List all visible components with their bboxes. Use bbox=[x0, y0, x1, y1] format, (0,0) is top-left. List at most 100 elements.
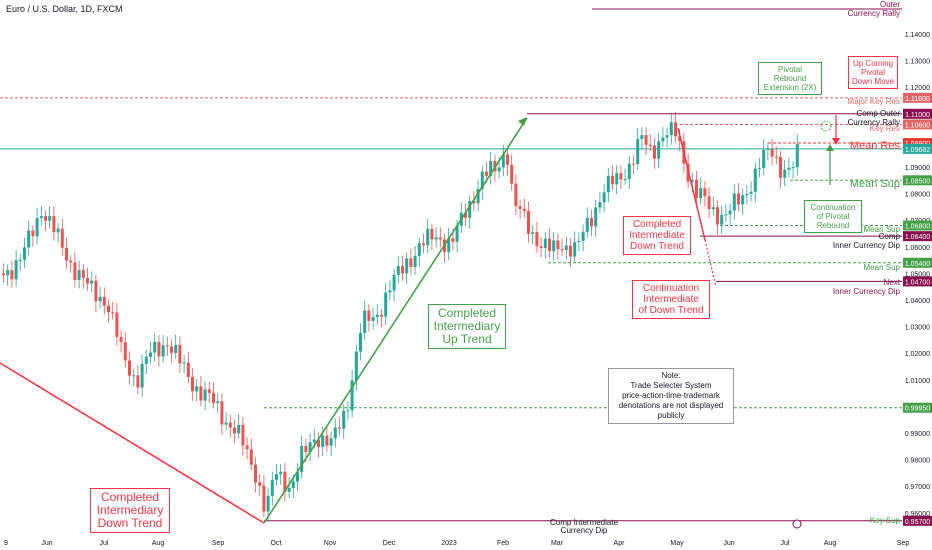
candle-body bbox=[107, 305, 110, 313]
candle-body bbox=[149, 352, 152, 357]
callout-up-coming: Up Coming Pivotal Down Move bbox=[848, 56, 898, 89]
x-tick-label: Apr bbox=[614, 540, 626, 547]
candle-body bbox=[468, 201, 472, 218]
x-tick-label: Jul bbox=[100, 540, 109, 547]
candle-body bbox=[39, 216, 43, 219]
marker-circle bbox=[792, 519, 802, 529]
candle-body bbox=[69, 260, 73, 263]
x-tick-label: Aug bbox=[824, 540, 837, 547]
candle-body bbox=[657, 141, 661, 159]
candle-body bbox=[359, 332, 362, 352]
candle-body bbox=[266, 495, 270, 512]
x-tick-label: Nov bbox=[324, 540, 337, 547]
candle-body bbox=[774, 156, 778, 158]
candle-body bbox=[304, 446, 308, 452]
candle-body bbox=[632, 163, 635, 165]
y-tick-label: 1.02000 bbox=[905, 351, 930, 358]
candle-body bbox=[186, 362, 190, 377]
candle-body bbox=[745, 193, 749, 196]
candle-body bbox=[497, 167, 501, 172]
candle-body bbox=[699, 188, 703, 199]
candle-body bbox=[762, 149, 766, 168]
candle-body bbox=[678, 136, 682, 142]
x-tick-label: Aug bbox=[152, 540, 165, 547]
candle-body bbox=[73, 262, 77, 280]
candle-body bbox=[14, 260, 18, 280]
y-tick-label: 0.99000 bbox=[905, 431, 930, 438]
price-badge-label: 1.04700 bbox=[905, 279, 930, 286]
candle-body bbox=[245, 445, 249, 450]
candle-body bbox=[329, 438, 333, 446]
label-mean-sup-2: Mean Sup bbox=[863, 225, 900, 234]
candle-body bbox=[258, 482, 262, 486]
candle-body bbox=[552, 240, 556, 252]
price-badge bbox=[903, 119, 932, 130]
price-badge bbox=[903, 92, 932, 103]
candle-body bbox=[741, 195, 745, 205]
label-comp-outer-line2: Currency Rally bbox=[847, 118, 900, 127]
candle-body bbox=[732, 193, 736, 211]
candle-body bbox=[426, 228, 430, 246]
candle-body bbox=[384, 292, 388, 317]
candle-body bbox=[111, 312, 115, 314]
y-tick-label: 1.12000 bbox=[905, 85, 930, 92]
candle-body bbox=[590, 218, 593, 227]
candle-body bbox=[531, 232, 535, 234]
label-major-key-res: Major Key Res bbox=[847, 97, 900, 106]
candle-body bbox=[795, 144, 799, 168]
candle-body bbox=[447, 238, 451, 253]
price-badge bbox=[903, 108, 932, 119]
candle-body bbox=[81, 270, 85, 279]
candle-body bbox=[438, 237, 442, 240]
candle-body bbox=[363, 310, 367, 333]
price-badge-label: 0.99950 bbox=[905, 406, 930, 413]
candle-body bbox=[350, 380, 354, 411]
candle-body bbox=[312, 439, 316, 443]
candle-body bbox=[90, 280, 94, 284]
x-tick-label: 2023 bbox=[441, 540, 457, 547]
candle-body bbox=[560, 249, 564, 251]
price-badge bbox=[903, 220, 932, 231]
y-tick-label: 0.98000 bbox=[905, 458, 930, 465]
price-badge-label: 1.11600 bbox=[905, 96, 930, 103]
candle-body bbox=[31, 230, 35, 237]
candle-body bbox=[333, 427, 337, 439]
price-badge-label: 1.05400 bbox=[905, 261, 930, 268]
candle-body bbox=[233, 427, 236, 434]
candle-body bbox=[573, 242, 577, 257]
x-tick-label: 9 bbox=[4, 540, 8, 547]
candle-body bbox=[203, 389, 207, 401]
label-mean-res: Mean Res bbox=[849, 140, 900, 152]
candle-body bbox=[661, 137, 665, 142]
candle-body bbox=[716, 207, 719, 225]
pivot-circle bbox=[820, 120, 832, 132]
candle-body bbox=[480, 171, 484, 190]
price-badge bbox=[903, 402, 932, 413]
candle-body bbox=[178, 344, 182, 364]
candle-body bbox=[388, 290, 392, 293]
x-tick-label: Dec bbox=[383, 540, 396, 547]
candle-body bbox=[102, 296, 106, 306]
price-badge-label: 1.08500 bbox=[905, 178, 930, 185]
candle-body bbox=[128, 360, 131, 376]
callout-completed-up-text: Completed Intermediary Up Trend bbox=[433, 306, 501, 346]
callout-continuation-intermediate: Continuation Intermediate of Down Trend bbox=[632, 280, 710, 319]
candle-body bbox=[783, 169, 787, 178]
candle-body bbox=[119, 336, 123, 343]
candle-body bbox=[98, 296, 102, 302]
candle-body bbox=[375, 314, 379, 318]
callout-continuation-intermediate-text: Continuation Intermediate of Down Trend bbox=[638, 283, 704, 316]
label-comp-int: Comp Intermediate Currency Dip bbox=[550, 519, 618, 535]
y-tick-label: 1.03000 bbox=[905, 325, 930, 332]
price-badge bbox=[903, 257, 932, 268]
candle-body bbox=[636, 138, 640, 165]
candle-body bbox=[506, 154, 509, 165]
price-badge bbox=[903, 231, 932, 242]
candle-body bbox=[581, 231, 585, 241]
candle-body bbox=[577, 240, 581, 243]
candle-body bbox=[476, 189, 480, 204]
label-outer-line2: Currency Rally bbox=[847, 9, 900, 18]
candle-body bbox=[640, 135, 644, 139]
label-comp-outer-line1: Comp Outer bbox=[856, 109, 900, 118]
candle-body bbox=[220, 401, 224, 425]
